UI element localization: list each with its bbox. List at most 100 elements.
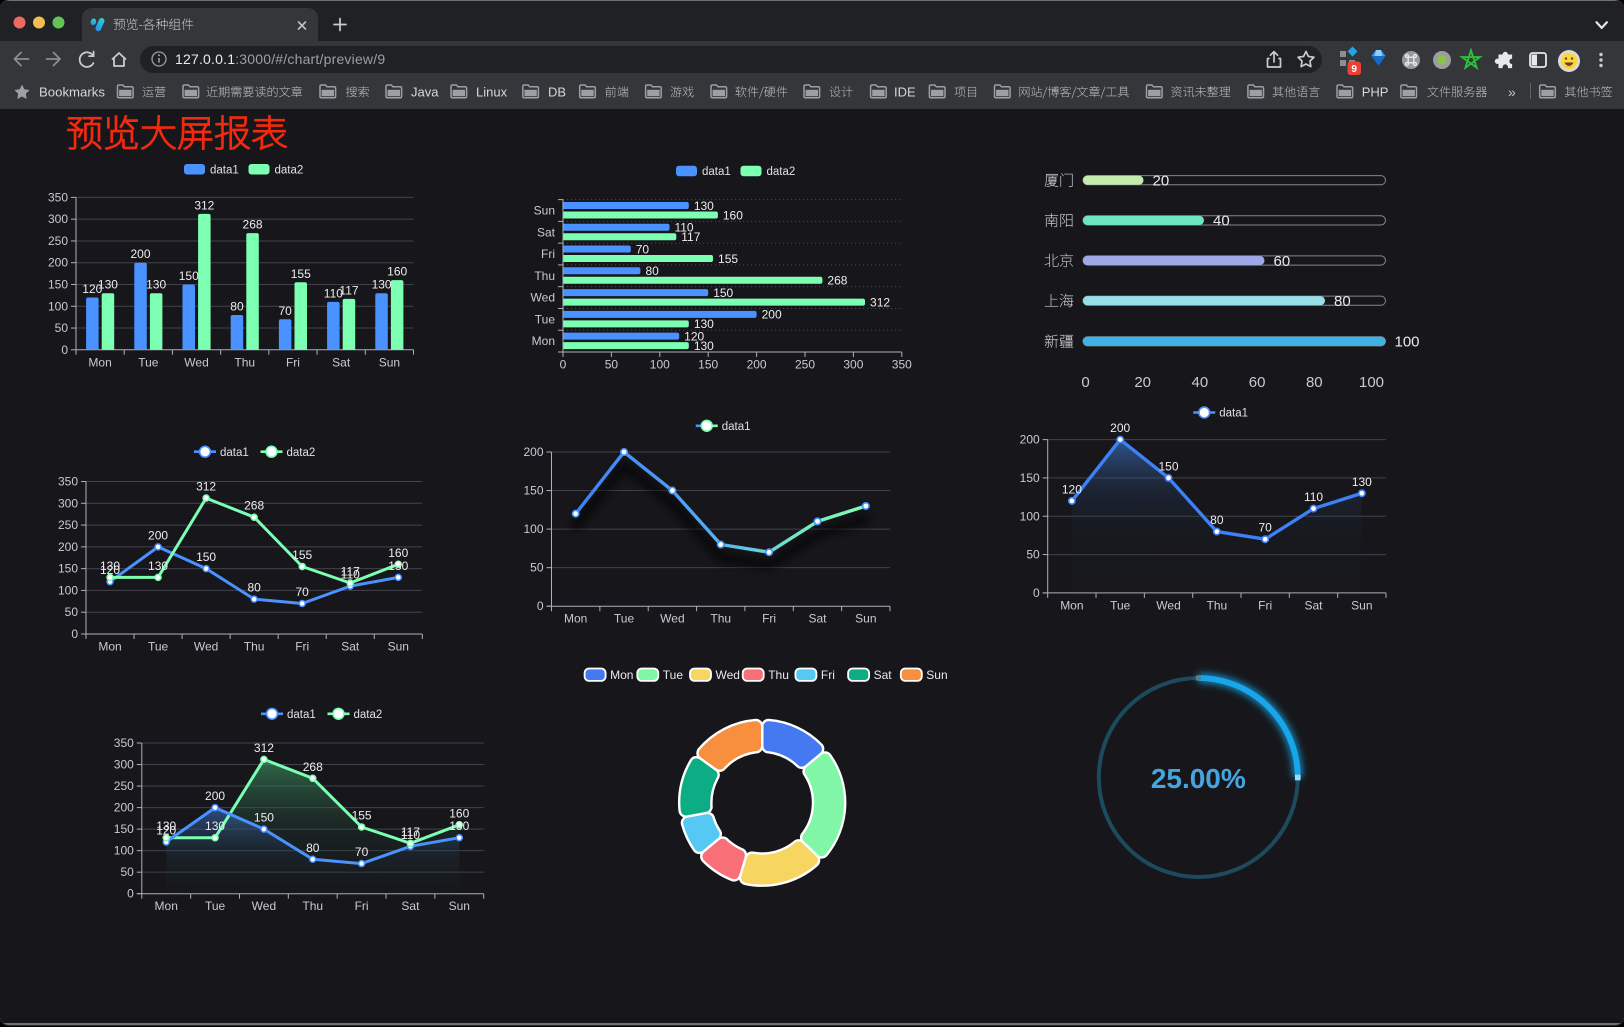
svg-text:100: 100 (48, 299, 68, 313)
svg-text:Fri: Fri (1258, 598, 1272, 612)
svg-text:300: 300 (114, 758, 134, 772)
svg-text:Sun: Sun (1351, 598, 1372, 612)
svg-text:110: 110 (674, 221, 693, 235)
svg-text:250: 250 (58, 518, 78, 532)
svg-text:Thu: Thu (710, 612, 731, 626)
svg-text:200: 200 (747, 358, 767, 372)
svg-text:Wed: Wed (716, 668, 740, 682)
svg-text:120: 120 (684, 329, 704, 343)
svg-text:data2: data2 (287, 447, 316, 459)
svg-text:155: 155 (718, 252, 738, 266)
svg-text:Fri: Fri (541, 247, 555, 261)
svg-text:130: 130 (205, 819, 225, 833)
svg-text:0: 0 (1081, 374, 1089, 391)
svg-text:110: 110 (341, 568, 360, 582)
svg-text:data2: data2 (275, 165, 304, 177)
svg-text:Sun: Sun (388, 640, 409, 654)
svg-text:50: 50 (55, 321, 69, 335)
svg-text:312: 312 (870, 295, 890, 309)
svg-text:300: 300 (843, 358, 863, 372)
svg-text:Bookmarks: Bookmarks (39, 84, 105, 99)
svg-text:300: 300 (58, 496, 78, 510)
svg-text:Sun: Sun (534, 203, 555, 217)
svg-text:Thu: Thu (244, 640, 265, 654)
svg-text:Mon: Mon (88, 355, 111, 369)
svg-text:350: 350 (892, 358, 912, 372)
svg-text:9: 9 (1351, 64, 1357, 75)
svg-text:100: 100 (523, 522, 543, 536)
svg-text:150: 150 (698, 358, 718, 372)
svg-text:268: 268 (243, 218, 263, 232)
svg-text:150: 150 (179, 269, 199, 283)
svg-text:150: 150 (1020, 471, 1040, 485)
svg-text:Fri: Fri (821, 668, 835, 682)
svg-text:100: 100 (58, 583, 78, 597)
svg-text:200: 200 (523, 445, 543, 459)
svg-text:130: 130 (146, 278, 166, 292)
svg-text:117: 117 (341, 565, 360, 579)
svg-text:IDE: IDE (894, 84, 916, 99)
svg-text:Mon: Mon (564, 612, 587, 626)
svg-text:110: 110 (401, 828, 420, 842)
svg-text:100: 100 (650, 358, 670, 372)
svg-text:Fri: Fri (762, 612, 776, 626)
svg-text:0: 0 (537, 599, 544, 613)
svg-text:Thu: Thu (768, 668, 789, 682)
svg-text:120: 120 (100, 563, 120, 577)
svg-text:Fri: Fri (355, 899, 369, 913)
svg-text:70: 70 (278, 304, 292, 318)
svg-text:150: 150 (196, 550, 216, 564)
svg-text:Mon: Mon (98, 640, 121, 654)
svg-text:130: 130 (100, 559, 120, 573)
svg-text:250: 250 (114, 779, 134, 793)
svg-text:Tue: Tue (663, 668, 684, 682)
svg-text:Wed: Wed (531, 291, 555, 305)
svg-text:150: 150 (114, 822, 134, 836)
svg-text:Tue: Tue (535, 312, 556, 326)
svg-text:130: 130 (148, 559, 168, 573)
svg-text:0: 0 (1033, 586, 1040, 600)
svg-text:80: 80 (306, 841, 320, 855)
svg-text:50: 50 (1026, 548, 1040, 562)
svg-text:50: 50 (65, 605, 79, 619)
svg-text:Wed: Wed (1156, 598, 1180, 612)
svg-text:155: 155 (292, 548, 312, 562)
svg-text:50: 50 (530, 561, 544, 575)
svg-text:200: 200 (762, 308, 782, 322)
svg-text:Wed: Wed (252, 899, 276, 913)
svg-text:data2: data2 (767, 166, 796, 178)
svg-text:Sat: Sat (874, 668, 893, 682)
svg-text:data1: data1 (722, 421, 751, 433)
svg-text:70: 70 (636, 242, 650, 256)
svg-text:20: 20 (1134, 374, 1151, 391)
svg-text:117: 117 (339, 283, 358, 297)
svg-text:Tue: Tue (205, 899, 226, 913)
svg-text:Mon: Mon (610, 668, 633, 682)
svg-text:Sat: Sat (808, 612, 827, 626)
svg-text:150: 150 (713, 286, 733, 300)
svg-text:130: 130 (388, 559, 408, 573)
svg-text:130: 130 (694, 339, 714, 353)
svg-text:268: 268 (827, 274, 847, 288)
svg-text:130: 130 (98, 278, 118, 292)
svg-text:Mon: Mon (155, 899, 178, 913)
svg-text:Thu: Thu (302, 899, 323, 913)
svg-text:80: 80 (247, 581, 261, 595)
svg-text:250: 250 (48, 234, 68, 248)
svg-text:data1: data1 (1219, 408, 1248, 420)
svg-text:160: 160 (449, 806, 469, 820)
svg-text:312: 312 (194, 198, 214, 212)
svg-text:25.00%: 25.00% (1151, 763, 1246, 794)
svg-text:200: 200 (58, 540, 78, 554)
svg-text:Thu: Thu (534, 269, 555, 283)
svg-text:0: 0 (61, 343, 68, 357)
svg-text:200: 200 (114, 801, 134, 815)
svg-text:Sun: Sun (855, 612, 876, 626)
svg-text:268: 268 (303, 760, 323, 774)
svg-text:60: 60 (1249, 374, 1266, 391)
svg-text:300: 300 (48, 212, 68, 226)
svg-text:155: 155 (352, 808, 372, 822)
svg-text:0: 0 (560, 358, 567, 372)
svg-text:Linux: Linux (476, 84, 508, 99)
svg-text:80: 80 (1210, 513, 1224, 527)
